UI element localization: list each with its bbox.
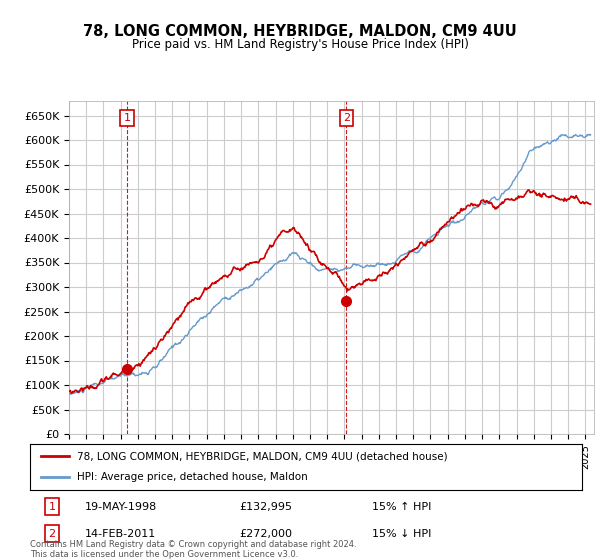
Text: £132,995: £132,995 — [240, 502, 293, 512]
Text: 78, LONG COMMON, HEYBRIDGE, MALDON, CM9 4UU: 78, LONG COMMON, HEYBRIDGE, MALDON, CM9 … — [83, 24, 517, 39]
Text: 1: 1 — [49, 502, 56, 512]
Text: 1: 1 — [124, 113, 131, 123]
Text: £272,000: £272,000 — [240, 529, 293, 539]
Text: 15% ↓ HPI: 15% ↓ HPI — [372, 529, 431, 539]
Text: 2: 2 — [343, 113, 350, 123]
Text: Contains HM Land Registry data © Crown copyright and database right 2024.
This d: Contains HM Land Registry data © Crown c… — [30, 540, 356, 559]
Text: 14-FEB-2011: 14-FEB-2011 — [85, 529, 157, 539]
Text: 2: 2 — [49, 529, 56, 539]
Text: Price paid vs. HM Land Registry's House Price Index (HPI): Price paid vs. HM Land Registry's House … — [131, 38, 469, 50]
Text: 19-MAY-1998: 19-MAY-1998 — [85, 502, 157, 512]
Text: HPI: Average price, detached house, Maldon: HPI: Average price, detached house, Mald… — [77, 473, 308, 483]
Text: 15% ↑ HPI: 15% ↑ HPI — [372, 502, 431, 512]
Text: 78, LONG COMMON, HEYBRIDGE, MALDON, CM9 4UU (detached house): 78, LONG COMMON, HEYBRIDGE, MALDON, CM9 … — [77, 451, 448, 461]
